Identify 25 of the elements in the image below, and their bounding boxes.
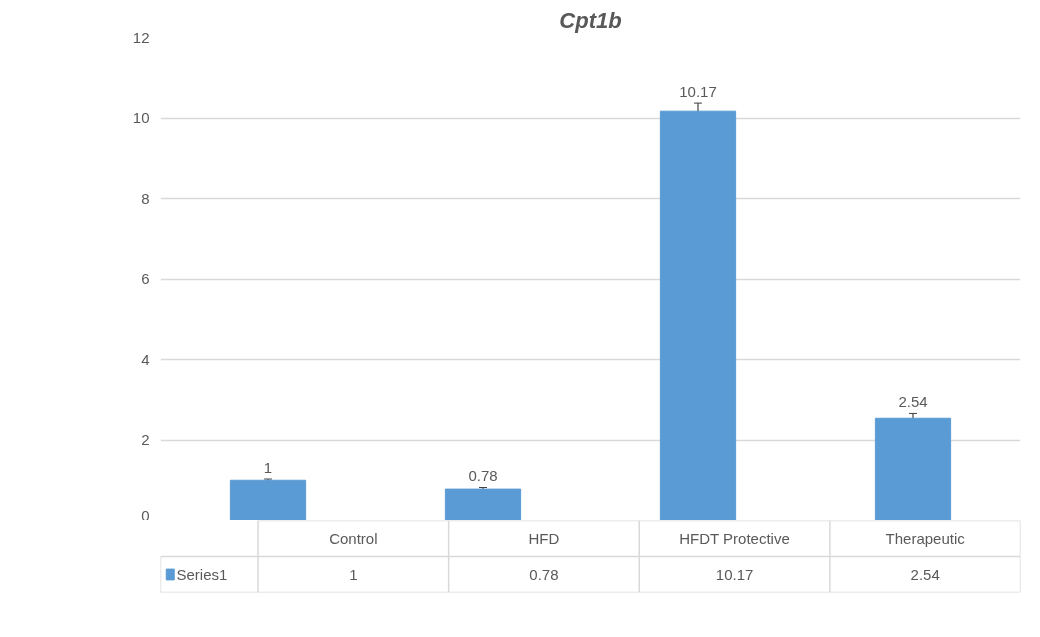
data-label: 0.78 bbox=[529, 565, 559, 583]
y-tick-label: 0 bbox=[141, 506, 150, 524]
chart-title: Cpt1b bbox=[559, 7, 622, 33]
y-tick-label: 6 bbox=[141, 270, 150, 287]
y-tick-label: 4 bbox=[141, 350, 150, 368]
bar bbox=[444, 488, 522, 520]
y-tick-label: 8 bbox=[141, 189, 150, 207]
y-tick-label: 12 bbox=[132, 28, 150, 46]
y-tick-label: 2 bbox=[141, 431, 150, 448]
data-label: 1 bbox=[349, 565, 358, 583]
data-label: 2.54 bbox=[910, 565, 940, 583]
data-label: 10.17 bbox=[715, 565, 754, 583]
bar bbox=[659, 110, 737, 520]
x-tick-label: Therapeutic bbox=[885, 530, 966, 547]
y-tick-label: 10 bbox=[132, 109, 150, 126]
bar bbox=[229, 479, 307, 520]
x-tick-label: Control bbox=[329, 530, 378, 547]
annotation: 1 bbox=[263, 459, 273, 477]
x-tick-label: HFD bbox=[528, 530, 560, 547]
annotation: 0.78 bbox=[468, 467, 498, 485]
bar bbox=[874, 417, 952, 520]
annotation: 10.17 bbox=[679, 83, 717, 101]
x-tick-label: HFDT Protective bbox=[679, 530, 790, 547]
annotation: 2.54 bbox=[898, 393, 928, 411]
legend-label: Series1 bbox=[176, 566, 228, 583]
